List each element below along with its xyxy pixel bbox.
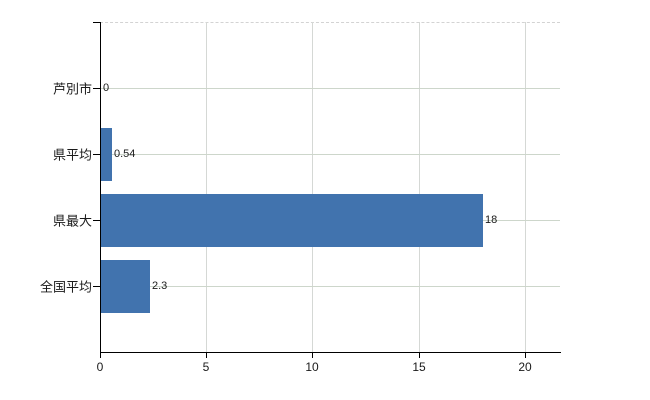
category-label: 県最大 [52, 213, 92, 229]
x-axis-tick-label: 10 [305, 360, 319, 374]
x-axis-tick [100, 353, 101, 358]
bar [101, 128, 112, 181]
horizontal-gridline [101, 88, 560, 89]
vertical-gridline [206, 22, 207, 352]
bar [101, 260, 150, 313]
category-label: 全国平均 [39, 279, 92, 295]
bar [101, 194, 483, 247]
x-axis-tick-label: 15 [412, 360, 426, 374]
vertical-gridline [312, 22, 313, 352]
x-axis-tick [312, 353, 313, 358]
y-axis-tick [93, 88, 100, 89]
horizontal-gridline [101, 154, 560, 155]
y-axis-tick [93, 154, 100, 155]
x-axis-tick [419, 353, 420, 358]
y-axis-line [100, 22, 101, 352]
plot-area: 芦別市県平均県最大全国平均 0 0.54 18 2.3 0 5 10 15 20 [40, 22, 561, 374]
x-axis-tick-label: 20 [518, 360, 532, 374]
bar-value-label: 18 [485, 214, 498, 226]
category-label: 芦別市 [52, 81, 92, 97]
y-axis-top-tick [93, 22, 100, 23]
x-axis-tick [525, 353, 526, 358]
horizontal-gridline [101, 286, 560, 287]
bar-value-label: 2.3 [152, 280, 168, 292]
x-axis-tick-label: 0 [96, 360, 104, 374]
vertical-gridline [419, 22, 420, 352]
vertical-gridline [525, 22, 526, 352]
y-axis-tick [93, 286, 100, 287]
bar-value-label: 0.54 [114, 148, 136, 160]
category-label: 県平均 [52, 147, 92, 163]
x-axis-tick-label: 5 [202, 360, 210, 374]
x-axis-line [100, 352, 561, 353]
x-axis-tick [206, 353, 207, 358]
plot-top-dashed-border [100, 22, 560, 23]
y-axis-tick [93, 220, 100, 221]
bar-value-label: 0 [103, 82, 110, 94]
